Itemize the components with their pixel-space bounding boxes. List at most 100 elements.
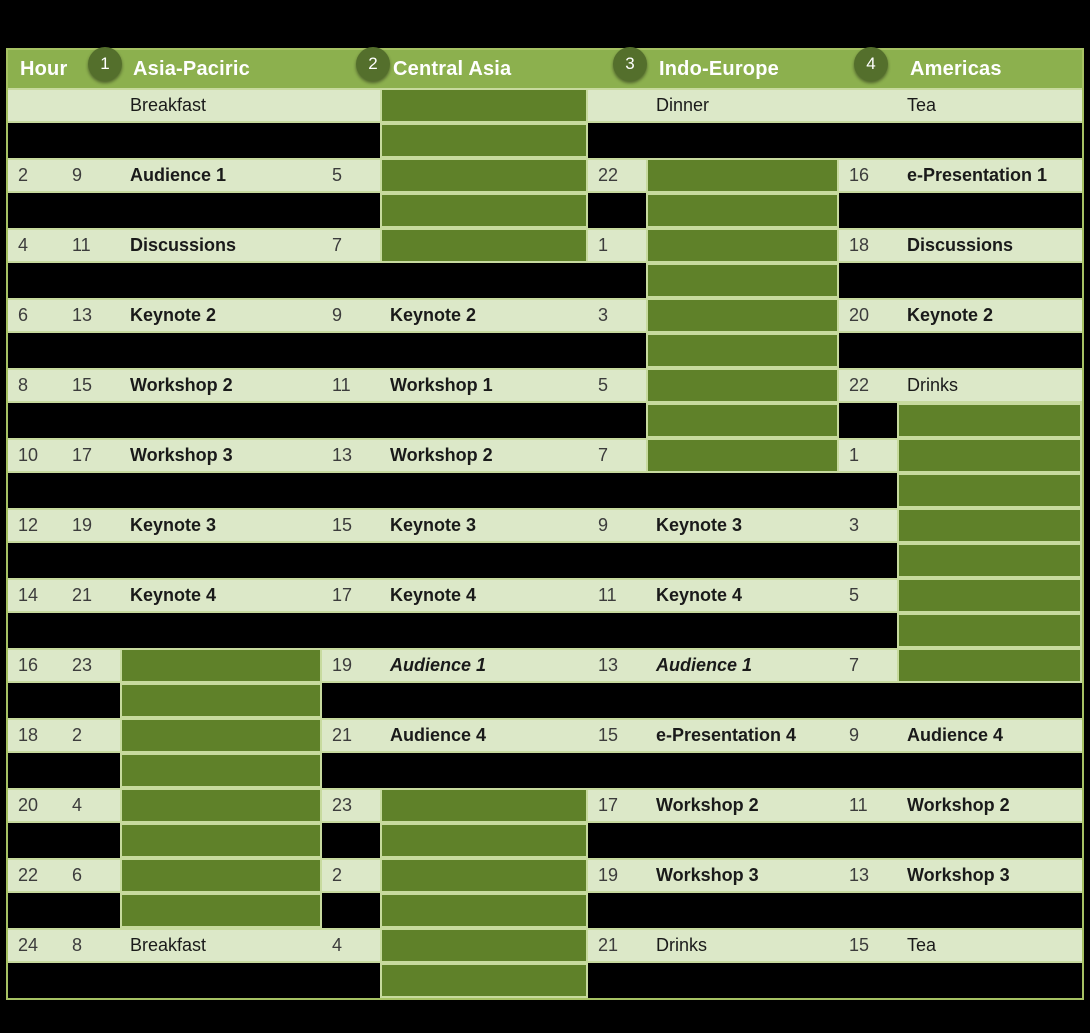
hour-cell: 17 <box>62 438 120 473</box>
event-cell: Keynote 2 <box>120 298 322 333</box>
hour-cell: 15 <box>839 928 897 963</box>
separator-cell <box>8 543 62 578</box>
sleep-block-cell <box>897 473 1082 508</box>
separator-cell <box>62 613 120 648</box>
separator-cell <box>839 543 897 578</box>
event-cell: e-Presentation 4 <box>646 718 839 753</box>
hour-cell: 12 <box>8 508 62 543</box>
separator-cell <box>62 823 120 858</box>
event-cell: Tea <box>897 928 1082 963</box>
sleep-block-cell <box>646 158 839 193</box>
sleep-block-cell <box>646 333 839 368</box>
schedule-row: 20 4 23 17 Workshop 2 11 Workshop 2 <box>8 788 1082 823</box>
event-cell: Audience 4 <box>897 718 1082 753</box>
timezone-schedule-table: Hour Asia-Paciric Central Asia Indo-Euro… <box>6 47 1084 1000</box>
sleep-block-cell <box>380 858 588 893</box>
sleep-block-cell <box>646 438 839 473</box>
separator-cell <box>8 123 62 158</box>
sleep-block-cell <box>897 403 1082 438</box>
separator-cell <box>588 123 646 158</box>
separator-cell <box>839 263 897 298</box>
hour-cell: 13 <box>839 858 897 893</box>
sleep-block-cell <box>120 893 322 928</box>
separator-cell <box>897 753 1082 788</box>
sleep-block-cell <box>646 263 839 298</box>
event-cell: Drinks <box>646 928 839 963</box>
hour-cell: 14 <box>8 578 62 613</box>
separator-cell <box>62 753 120 788</box>
hour-cell: 23 <box>62 648 120 683</box>
event-cell: Keynote 4 <box>380 578 588 613</box>
separator-cell <box>646 823 839 858</box>
hour-cell: 7 <box>588 438 646 473</box>
sleep-block-cell <box>120 858 322 893</box>
sleep-block-cell <box>897 648 1082 683</box>
event-cell: Audience 1 <box>120 158 322 193</box>
separator-cell <box>380 753 588 788</box>
separator-row <box>8 123 1082 158</box>
hour-cell: 21 <box>62 578 120 613</box>
sleep-block-cell <box>380 893 588 928</box>
separator-cell <box>8 403 62 438</box>
sleep-block-cell <box>120 823 322 858</box>
separator-cell <box>839 823 897 858</box>
separator-cell <box>588 473 646 508</box>
hour-cell: 22 <box>839 368 897 403</box>
separator-cell <box>897 193 1082 228</box>
hour-cell: 15 <box>62 368 120 403</box>
separator-row <box>8 823 1082 858</box>
separator-cell <box>120 543 322 578</box>
separator-cell <box>588 263 646 298</box>
region-number-badge-4: 4 <box>854 47 888 81</box>
separator-row <box>8 403 1082 438</box>
hour-cell: 2 <box>322 858 380 893</box>
hour-cell: 10 <box>8 438 62 473</box>
hour-cell: 13 <box>62 298 120 333</box>
separator-cell <box>839 403 897 438</box>
table-header-row: Hour Asia-Paciric Central Asia Indo-Euro… <box>8 47 1082 88</box>
sleep-block-cell <box>380 228 588 263</box>
event-cell: Drinks <box>897 368 1082 403</box>
hour-cell: 11 <box>839 788 897 823</box>
hour-cell: 7 <box>322 228 380 263</box>
separator-cell <box>839 753 897 788</box>
separator-cell <box>897 263 1082 298</box>
sleep-block-cell <box>380 193 588 228</box>
hour-cell: 2 <box>62 718 120 753</box>
separator-row <box>8 683 1082 718</box>
event-cell: Workshop 3 <box>120 438 322 473</box>
hour-cell: 15 <box>588 718 646 753</box>
separator-cell <box>646 683 839 718</box>
separator-cell <box>897 893 1082 928</box>
hour-cell: 13 <box>322 438 380 473</box>
sleep-block-cell <box>380 158 588 193</box>
hour-cell: 6 <box>62 858 120 893</box>
schedule-row: Breakfast Dinner Tea <box>8 88 1082 123</box>
hour-cell: 8 <box>8 368 62 403</box>
separator-cell <box>646 963 839 998</box>
separator-cell <box>588 683 646 718</box>
separator-cell <box>839 473 897 508</box>
separator-cell <box>839 683 897 718</box>
hour-cell: 5 <box>839 578 897 613</box>
separator-cell <box>62 683 120 718</box>
sleep-block-cell <box>380 823 588 858</box>
hour-cell: 23 <box>322 788 380 823</box>
separator-cell <box>588 753 646 788</box>
sleep-block-cell <box>897 508 1082 543</box>
event-cell: Workshop 2 <box>897 788 1082 823</box>
separator-cell <box>8 683 62 718</box>
separator-cell <box>8 823 62 858</box>
separator-cell <box>120 333 322 368</box>
schedule-row: 6 13 Keynote 2 9 Keynote 2 3 20 Keynote 2 <box>8 298 1082 333</box>
empty-cell <box>8 88 62 123</box>
hour-cell: 8 <box>62 928 120 963</box>
region-header-americas: Americas <box>910 57 1002 80</box>
separator-cell <box>322 403 380 438</box>
separator-cell <box>646 753 839 788</box>
sleep-block-cell <box>380 123 588 158</box>
event-cell: Keynote 4 <box>646 578 839 613</box>
hour-cell: 1 <box>839 438 897 473</box>
